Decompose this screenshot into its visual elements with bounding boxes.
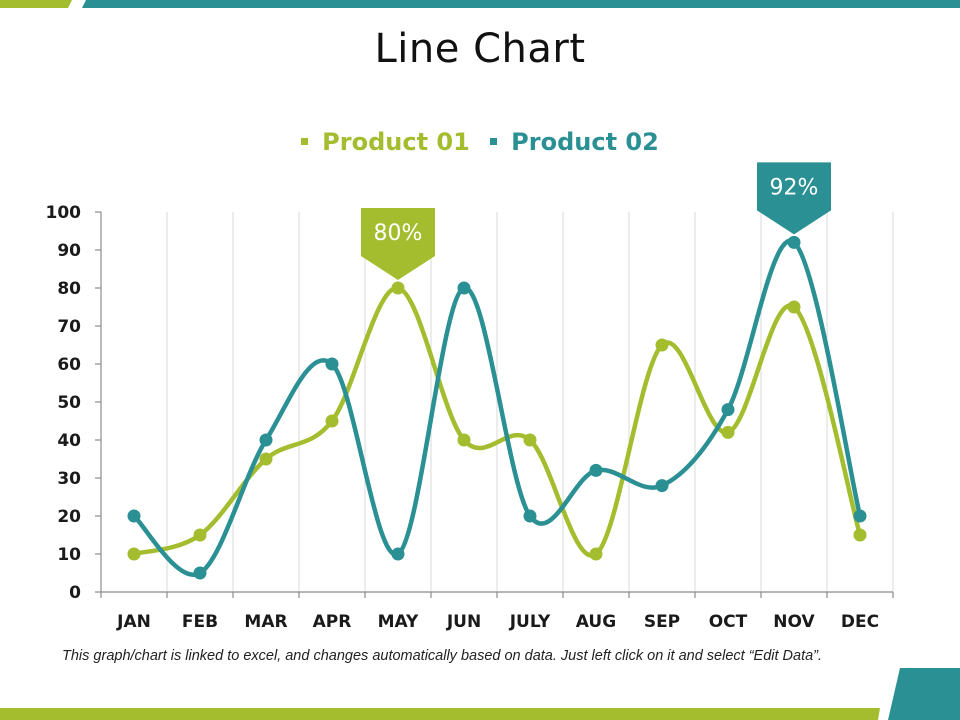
x-tick-label-mar: MAR xyxy=(244,612,287,632)
top-accent-bar xyxy=(0,0,960,8)
legend-label-product-02: Product 02 xyxy=(511,128,659,156)
top-bar-teal-segment xyxy=(82,0,960,8)
legend-item-product-01: Product 01 xyxy=(301,128,470,156)
series-2-point-jan xyxy=(127,509,141,523)
series-1-point-aug xyxy=(589,547,603,561)
y-tick-label-0: 0 xyxy=(69,583,81,603)
x-tick-label-jun: JUN xyxy=(446,612,481,632)
series-1-point-may xyxy=(391,281,405,295)
footnote: This graph/chart is linked to excel, and… xyxy=(62,648,823,664)
x-tick-label-feb: FEB xyxy=(182,612,218,632)
legend-item-product-02: Product 02 xyxy=(490,128,659,156)
y-tick-label-90: 90 xyxy=(57,241,81,261)
series-2-point-jun xyxy=(457,281,471,295)
y-tick-label-80: 80 xyxy=(57,279,81,299)
series-1-point-nov xyxy=(787,300,801,314)
series-2-point-dec xyxy=(853,509,867,523)
series-1-point-mar xyxy=(259,452,273,466)
bottom-accent-bar xyxy=(0,708,880,720)
series-1-point-july xyxy=(523,433,537,447)
x-tick-label-aug: AUG xyxy=(576,612,616,632)
series-2-point-oct xyxy=(721,403,735,417)
y-tick-label-70: 70 xyxy=(57,317,81,337)
top-bar-green-segment xyxy=(0,0,72,8)
series-1-point-oct xyxy=(721,425,735,439)
x-tick-label-jan: JAN xyxy=(116,612,151,632)
series-2-point-aug xyxy=(589,463,603,477)
x-tick-label-july: JULY xyxy=(509,612,551,632)
bottom-right-teal-tab xyxy=(888,668,960,720)
y-tick-label-60: 60 xyxy=(57,355,81,375)
y-tick-label-40: 40 xyxy=(57,431,81,451)
x-tick-label-sep: SEP xyxy=(644,612,680,632)
legend-label-product-01: Product 01 xyxy=(322,128,470,156)
bottom-teal-tab-shape xyxy=(888,668,960,720)
y-tick-label-100: 100 xyxy=(46,203,82,223)
legend-swatch-product-01 xyxy=(301,137,309,145)
callout-may-shape xyxy=(361,208,435,280)
series-1-point-jun xyxy=(457,433,471,447)
y-tick-label-10: 10 xyxy=(57,545,81,565)
series-2-point-nov xyxy=(787,235,801,249)
series-2-point-may xyxy=(391,547,405,561)
series-1-point-apr xyxy=(325,414,339,428)
x-tick-label-dec: DEC xyxy=(841,612,879,632)
callout-may-label: 80% xyxy=(374,221,423,246)
chart-legend: Product 01 Product 02 xyxy=(0,128,960,156)
x-tick-label-nov: NOV xyxy=(773,612,815,632)
legend-swatch-product-02 xyxy=(490,137,498,145)
series-2-point-july xyxy=(523,509,537,523)
callout-nov-shape xyxy=(757,162,831,235)
x-tick-label-oct: OCT xyxy=(709,612,748,632)
series-2-point-sep xyxy=(655,479,669,493)
callout-nov-label: 92% xyxy=(770,175,819,200)
x-tick-label-apr: APR xyxy=(313,612,352,632)
series-1-point-feb xyxy=(193,528,207,542)
y-tick-label-20: 20 xyxy=(57,507,81,527)
series-2-point-apr xyxy=(325,357,339,371)
series-2-point-mar xyxy=(259,433,273,447)
x-tick-label-may: MAY xyxy=(378,612,419,632)
series-2-point-feb xyxy=(193,566,207,580)
series-1-point-dec xyxy=(853,528,867,542)
y-tick-label-50: 50 xyxy=(57,393,81,413)
y-tick-label-30: 30 xyxy=(57,469,81,489)
slide-title: Line Chart xyxy=(374,26,586,72)
series-1-point-jan xyxy=(127,547,141,561)
series-1-point-sep xyxy=(655,338,669,352)
bottom-bar-green-segment xyxy=(0,708,880,720)
